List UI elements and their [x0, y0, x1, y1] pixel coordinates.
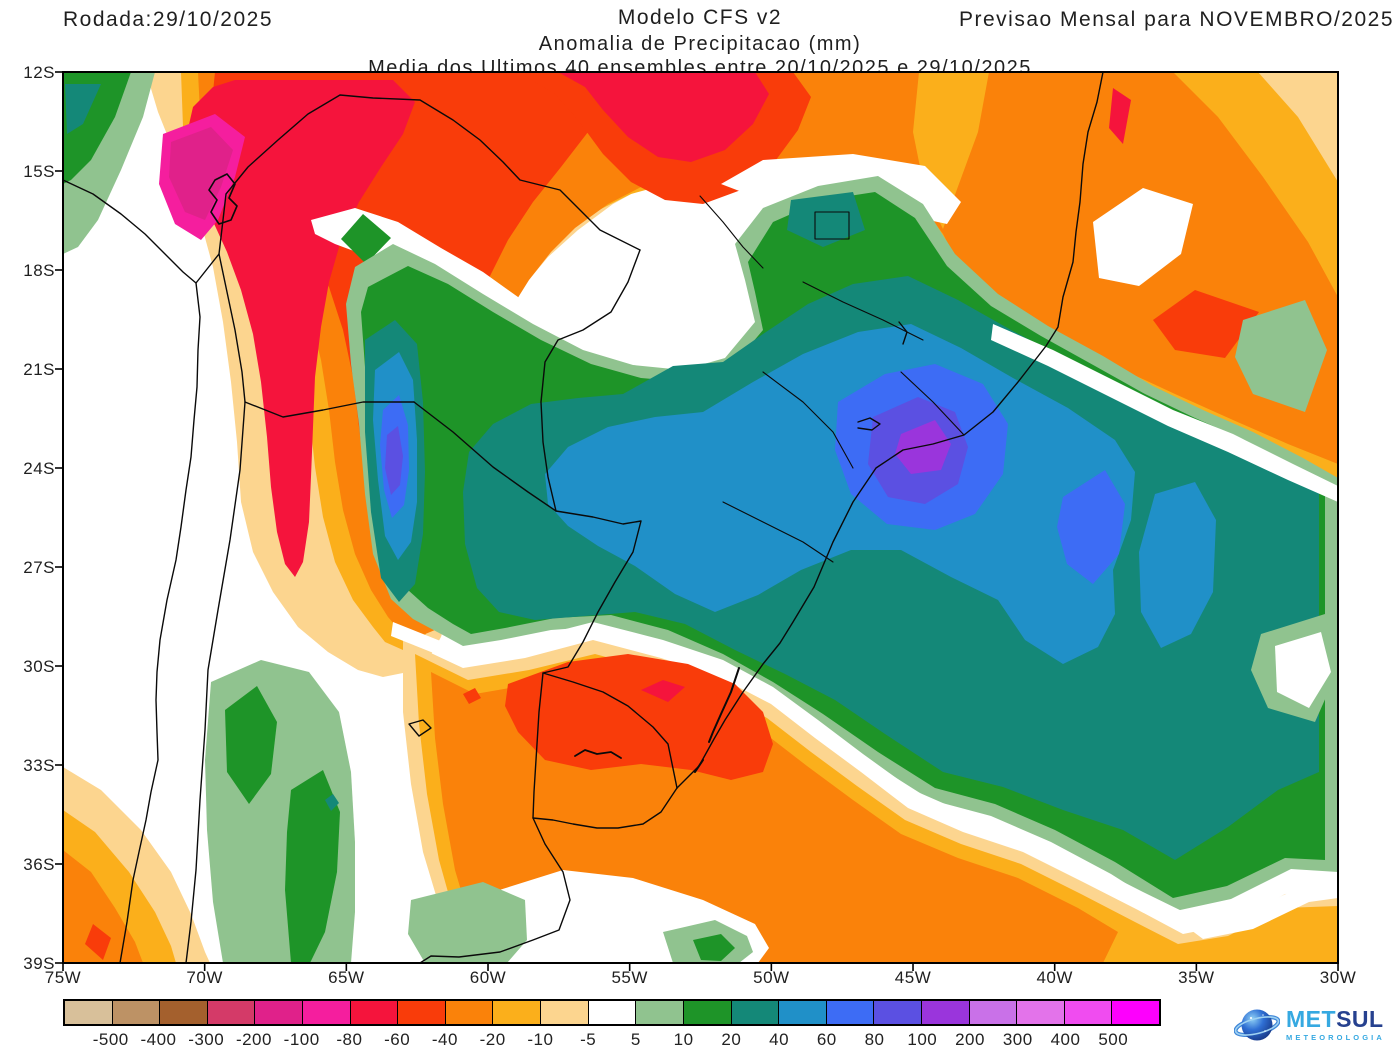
logo-text-met: MET — [1286, 1006, 1337, 1033]
colorbar-tick-label: 80 — [864, 1030, 885, 1049]
country-borders — [62, 71, 1104, 964]
colorbar-tick-label: 5 — [630, 1030, 641, 1049]
colorbar-cell — [112, 1001, 161, 1024]
lat-tick-label: 39S — [23, 954, 55, 973]
lat-tick-label: 30S — [23, 657, 55, 676]
variable-title: Anomalia de Precipitacao (mm) — [538, 33, 862, 55]
colorbar-cell — [874, 1001, 922, 1024]
lon-tick-label: 55W — [611, 968, 648, 987]
lon-tick-label: 35W — [1178, 968, 1215, 987]
colorbar-tick-label: -20 — [479, 1030, 506, 1049]
lat-tick-label: 15S — [23, 162, 55, 181]
colorbar-cell — [826, 1001, 875, 1024]
colorbar-cell — [541, 1001, 589, 1024]
lon-tick-label: 40W — [1036, 968, 1073, 987]
lon-tick-label: 70W — [186, 968, 223, 987]
colorbar-tick-label: -5 — [580, 1030, 597, 1049]
lon-tick-label: 45W — [894, 968, 932, 987]
colorbar-cell — [65, 1001, 113, 1024]
lon-tick-label: 30W — [1319, 968, 1357, 987]
lon-tick-label: 65W — [328, 968, 365, 987]
logo-text-meteorologia: METEOROLOGIA — [1286, 1033, 1385, 1043]
colorbar-cell — [921, 1001, 970, 1024]
colorbar-tick-label: 100 — [907, 1030, 938, 1049]
lat-tick-label: 27S — [23, 558, 55, 577]
colorbar-legend — [63, 999, 1161, 1026]
colorbar-cell — [255, 1001, 304, 1024]
colorbar-cell — [445, 1001, 494, 1024]
lat-tick-label: 24S — [23, 459, 55, 478]
colorbar-cell — [493, 1001, 542, 1024]
forecast-period-label: Previsao Mensal para NOVEMBRO/2025 — [959, 8, 1394, 31]
colorbar-cell — [303, 1001, 351, 1024]
lat-tick-label: 36S — [23, 855, 55, 874]
model-name-title: Modelo CFS v2 — [617, 6, 783, 29]
colorbar-cell — [588, 1001, 637, 1024]
colorbar-cell — [683, 1001, 732, 1024]
colorbar-tick-label: 200 — [955, 1030, 985, 1049]
model-run-label: Rodada:29/10/2025 — [63, 8, 273, 31]
colorbar-tick-label: 500 — [1098, 1030, 1129, 1049]
colorbar-tick-label: -40 — [431, 1030, 458, 1049]
colorbar-cell — [1064, 1001, 1113, 1024]
lat-tick-label: 12S — [23, 63, 55, 82]
colorbar-tick-label: -300 — [188, 1030, 225, 1049]
planet-with-ring-icon — [1234, 1009, 1280, 1041]
colorbar-tick-label: -60 — [384, 1030, 411, 1049]
colorbar-cell — [1017, 1001, 1065, 1024]
colorbar-cell — [160, 1001, 208, 1024]
metsul-logo: METSUL METEOROLOGIA — [1234, 1002, 1398, 1048]
logo-text-sul: SUL — [1336, 1006, 1384, 1033]
colorbar-tick-label: -10 — [527, 1030, 554, 1049]
colorbar-cell — [636, 1001, 684, 1024]
colorbar-tick-label: -400 — [140, 1030, 177, 1049]
lat-tick-label: 18S — [23, 261, 55, 280]
colorbar-tick-label: -100 — [283, 1030, 320, 1049]
colorbar-tick-label: 40 — [769, 1030, 790, 1049]
colorbar-cell — [779, 1001, 827, 1024]
colorbar-tick-label: 400 — [1050, 1030, 1081, 1049]
lon-tick-label: 60W — [469, 968, 507, 987]
lat-tick-label: 21S — [23, 360, 55, 379]
colorbar-cell — [1112, 1001, 1160, 1024]
colorbar-tick-label: 60 — [816, 1030, 837, 1049]
lon-tick-label: 75W — [44, 968, 82, 987]
contour-map-canvas — [55, 71, 1339, 971]
colorbar-cell — [969, 1001, 1018, 1024]
colorbar-tick-label: 20 — [721, 1030, 742, 1049]
colorbar-cell — [207, 1001, 256, 1024]
lat-tick-label: 33S — [23, 756, 55, 775]
axis-tick-marks — [55, 71, 1339, 971]
colorbar-tick-label: 10 — [673, 1030, 694, 1049]
colorbar-cell — [731, 1001, 780, 1024]
colorbar-cell — [350, 1001, 399, 1024]
colorbar-cell — [398, 1001, 446, 1024]
map-frame — [62, 71, 1339, 964]
lon-tick-label: 50W — [753, 968, 790, 987]
colorbar-tick-label: -500 — [92, 1030, 129, 1049]
colorbar-tick-label: 300 — [1002, 1030, 1033, 1049]
colorbar-tick-label: -80 — [336, 1030, 363, 1049]
colorbar-tick-label: -200 — [235, 1030, 272, 1049]
precipitation-anomaly-map: 12S 15S 18S 21S 24S 27S 30S 33S 36S 39S 75W 70W 65W… — [23, 63, 1356, 987]
